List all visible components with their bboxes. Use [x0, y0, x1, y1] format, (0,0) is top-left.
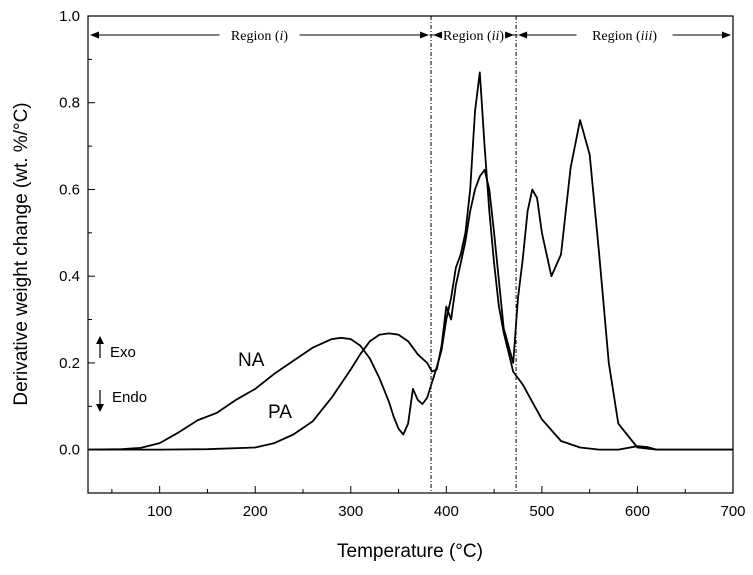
x-tick-label: 200: [243, 503, 268, 520]
y-tick-label: 0.4: [59, 268, 80, 285]
x-tick-label: 700: [720, 503, 745, 520]
exo-label: Exo: [110, 344, 136, 361]
y-tick-label: 0.6: [59, 181, 80, 198]
x-tick-label: 500: [529, 503, 554, 520]
exo-indicator: Exo: [96, 336, 136, 361]
y-tick-label: 0.2: [59, 355, 80, 372]
series-label-pa: PA: [268, 402, 292, 423]
region-label: Region (iii): [592, 29, 657, 44]
x-tick-label: 300: [338, 503, 363, 520]
y-tick-label: 1.0: [59, 8, 80, 25]
arrowhead-right-icon: [505, 31, 515, 39]
plot-frame: [87, 15, 734, 494]
y-axis-ticks: 0.0 0.2 0.4 0.6 0.8 1.0: [59, 8, 95, 494]
x-tick-label: 100: [147, 503, 172, 520]
series-layer: [87, 71, 733, 451]
region-layer: Region (i) Region (ii) Region (iii): [90, 29, 731, 44]
region-iii: Region (iii): [518, 29, 731, 44]
series-label-na: NA: [238, 350, 265, 371]
y-tick-label: 0.0: [59, 442, 80, 459]
x-axis-ticks: 100 200 300 400 500 600 700: [111, 486, 746, 520]
vline-layer: [430, 16, 517, 493]
region-label: Region (i): [231, 29, 289, 44]
series-line-pa: [88, 119, 733, 451]
arrowhead-right-icon: [722, 31, 731, 39]
endo-indicator: Endo: [96, 389, 147, 412]
endo-arrowhead-icon: [96, 404, 104, 412]
region-i: Region (i): [90, 29, 430, 44]
arrowhead-right-icon: [420, 31, 430, 39]
y-axis-title: Derivative weight change (wt. %/°C): [11, 102, 32, 405]
arrowhead-left-icon: [90, 31, 99, 39]
arrowhead-left-icon: [518, 31, 528, 39]
y-tick-label: 0.8: [59, 95, 80, 112]
endo-label: Endo: [112, 389, 147, 406]
region-ii: Region (ii): [429, 29, 518, 44]
series-line-na: [87, 71, 733, 451]
arrowhead-left-icon: [433, 31, 443, 39]
x-tick-label: 400: [434, 503, 459, 520]
x-tick-label: 600: [625, 503, 650, 520]
exo-arrowhead-icon: [96, 336, 104, 344]
region-label: Region (ii): [443, 29, 504, 44]
x-axis-title: Temperature (°C): [337, 541, 483, 562]
